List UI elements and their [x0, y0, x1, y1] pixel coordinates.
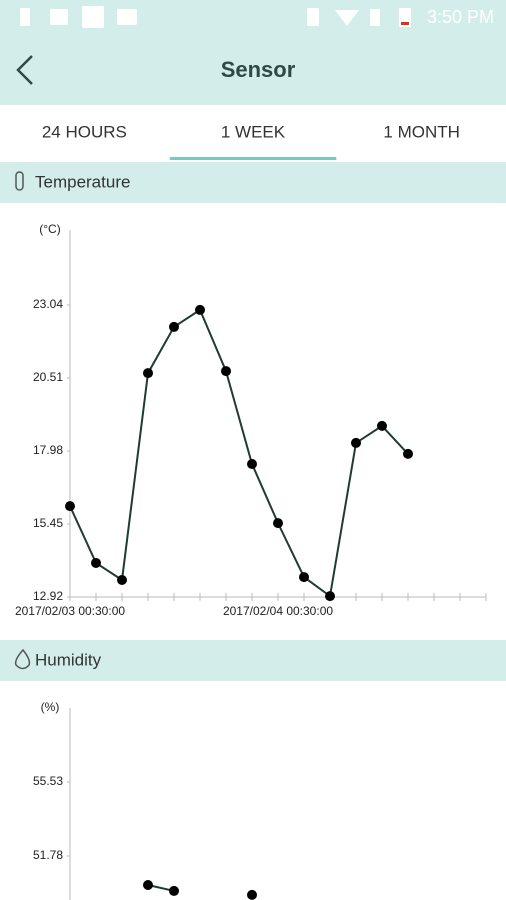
icon	[50, 9, 68, 25]
tab[interactable]: 1 MONTH	[383, 122, 460, 141]
icon	[117, 9, 137, 25]
data-point	[195, 304, 205, 315]
data-point	[403, 448, 413, 459]
data-point	[169, 321, 179, 332]
y-tick-label: 23.04	[33, 297, 63, 311]
data-point	[143, 368, 153, 379]
data-point	[351, 437, 361, 448]
section-title: Temperature	[35, 172, 130, 191]
tab[interactable]: 1 WEEK	[221, 122, 286, 141]
data-point	[169, 885, 179, 896]
unit-label: (°C)	[39, 222, 60, 236]
y-tick-label: 55.53	[33, 774, 63, 788]
data-point	[143, 880, 153, 891]
back-button[interactable]	[16, 55, 33, 85]
y-tick-label: 17.98	[33, 443, 63, 457]
tab-bar	[0, 105, 506, 160]
y-tick-label: 20.51	[33, 370, 63, 384]
data-point	[91, 557, 101, 568]
data-point	[247, 889, 257, 900]
tab-indicator	[169, 157, 337, 160]
x-tick-label: 2017/02/03 00:30:00	[15, 604, 125, 618]
header-title: Sensor	[221, 57, 296, 82]
data-line	[148, 885, 252, 895]
y-tick-label: 12.92	[33, 589, 63, 603]
y-tick-label: 51.78	[33, 848, 63, 862]
section-bar	[0, 640, 506, 681]
status-icons	[20, 6, 411, 28]
icon	[370, 9, 380, 26]
unit-label: (%)	[41, 700, 60, 714]
data-point	[247, 458, 257, 469]
data-point	[325, 591, 335, 602]
section-bar	[0, 162, 506, 203]
clock: 3:50 PM	[427, 7, 494, 27]
data-point	[377, 420, 387, 431]
data-point	[299, 572, 309, 583]
data-point	[221, 366, 231, 377]
tab[interactable]: 24 HOURS	[42, 122, 127, 141]
y-tick-label: 15.45	[33, 516, 63, 530]
thermometer-icon	[15, 171, 24, 191]
data-point	[117, 574, 127, 585]
icon	[20, 8, 30, 26]
icon	[335, 10, 359, 26]
x-tick-label: 2017/02/04 00:30:00	[223, 604, 333, 618]
section-title: Humidity	[35, 650, 102, 669]
data-point	[273, 518, 283, 529]
data-line	[69, 308, 409, 598]
icon	[307, 8, 319, 26]
icon	[82, 6, 104, 28]
drop-icon	[14, 648, 31, 670]
battery-low	[401, 22, 409, 25]
data-point	[65, 501, 75, 512]
